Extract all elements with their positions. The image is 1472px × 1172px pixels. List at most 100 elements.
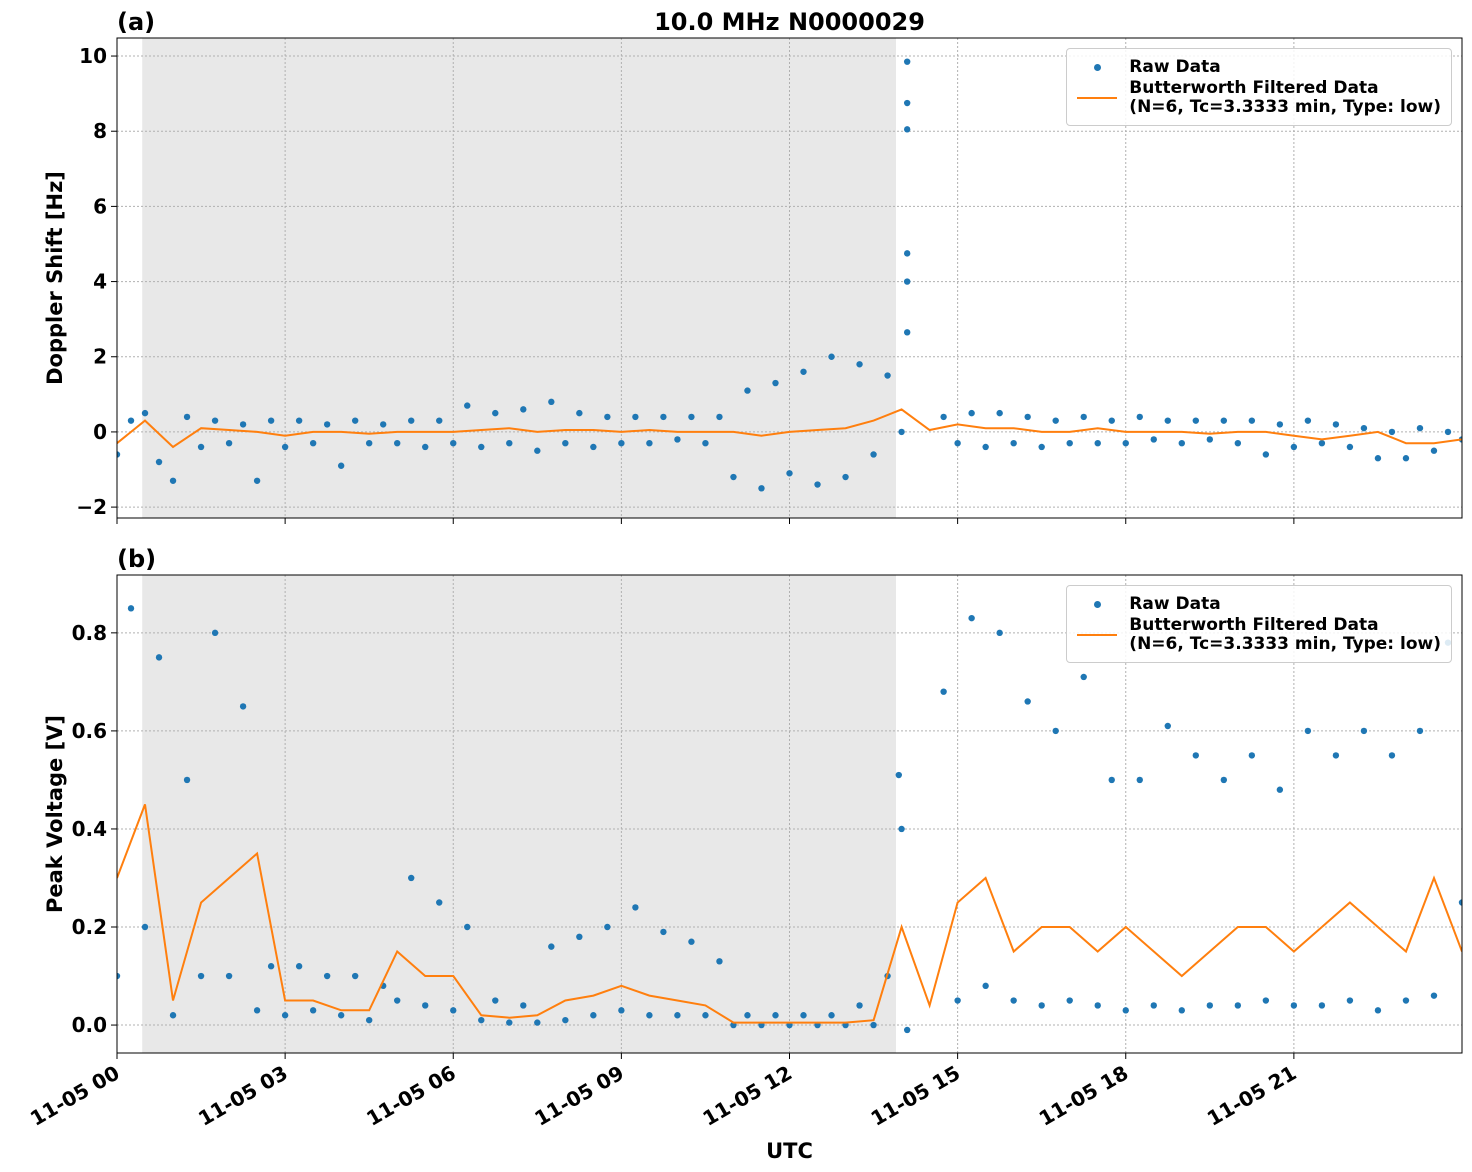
raw-point — [632, 413, 639, 421]
raw-point — [590, 1012, 597, 1019]
raw-point — [1136, 776, 1143, 784]
raw-point — [814, 481, 821, 488]
raw-point — [744, 1012, 751, 1019]
raw-point — [183, 776, 191, 784]
raw-point — [856, 1002, 863, 1009]
raw-point — [1458, 899, 1462, 906]
raw-point — [968, 614, 975, 622]
raw-point — [1416, 424, 1424, 432]
raw-point — [1192, 752, 1200, 759]
raw-point — [492, 409, 499, 417]
raw-point — [618, 439, 625, 447]
raw-point — [828, 353, 835, 360]
x-tick-label: 11-05 06 — [362, 1061, 460, 1131]
y-tick-label: 6 — [93, 194, 107, 218]
raw-point — [800, 368, 807, 375]
raw-point — [394, 997, 401, 1004]
raw-point — [1150, 1002, 1157, 1009]
raw-point — [117, 972, 121, 980]
y-tick-label: 0.4 — [72, 817, 107, 841]
y-tick-label: 4 — [93, 270, 107, 294]
x-axis-label: UTC — [766, 1139, 813, 1163]
raw-point — [744, 387, 751, 394]
shaded-span — [142, 575, 896, 1053]
raw-point — [903, 99, 911, 107]
raw-point — [870, 451, 877, 458]
raw-point — [716, 958, 723, 965]
legend-entry: Raw Data — [1077, 57, 1441, 77]
raw-point — [1150, 436, 1157, 443]
raw-point — [996, 409, 1003, 417]
raw-point — [1206, 436, 1214, 443]
legend-entry: Raw Data — [1077, 594, 1441, 614]
raw-point — [702, 1012, 709, 1019]
raw-point — [309, 439, 317, 447]
raw-point — [828, 1012, 835, 1019]
panel-label: (b) — [117, 545, 156, 573]
raw-point — [702, 439, 709, 447]
raw-point — [954, 997, 961, 1004]
x-tick-label: 11-05 03 — [194, 1061, 292, 1131]
raw-point — [183, 413, 191, 421]
y-tick-label: 10 — [79, 44, 107, 68]
raw-point — [1374, 455, 1382, 462]
raw-point — [870, 1021, 877, 1029]
raw-point — [800, 1012, 807, 1019]
raw-point — [1136, 413, 1143, 421]
raw-point — [1346, 443, 1354, 451]
raw-point — [786, 470, 793, 477]
raw-point — [940, 413, 947, 421]
raw-point — [281, 443, 289, 451]
raw-point — [534, 447, 541, 454]
raw-point — [576, 409, 583, 417]
legend-key — [1077, 594, 1117, 614]
raw-point — [1318, 439, 1326, 447]
legend-entry: Butterworth Filtered Data (N=6, Tc=3.333… — [1077, 616, 1441, 654]
raw-point — [295, 417, 303, 424]
raw-point — [688, 938, 695, 945]
raw-point — [520, 1002, 527, 1009]
raw-point — [155, 458, 163, 466]
raw-point — [1276, 786, 1284, 793]
raw-point — [618, 1007, 625, 1014]
raw-point — [1164, 722, 1171, 730]
raw-point — [968, 409, 975, 417]
raw-point — [155, 654, 163, 661]
raw-point — [1374, 1007, 1382, 1014]
raw-point — [562, 1016, 569, 1024]
raw-point — [436, 899, 443, 906]
raw-point — [408, 874, 415, 882]
y-tick-label: 2 — [93, 345, 107, 369]
raw-point — [1038, 443, 1045, 451]
raw-point — [604, 923, 611, 931]
raw-point — [1290, 1002, 1298, 1009]
raw-point — [225, 972, 233, 980]
raw-point — [1332, 421, 1340, 428]
raw-point — [1332, 752, 1340, 759]
legend-label: Raw Data — [1129, 593, 1221, 614]
legend-swatch — [1094, 64, 1102, 71]
raw-point — [903, 329, 911, 336]
raw-point — [464, 923, 471, 931]
raw-point — [996, 629, 1003, 637]
plot-area — [117, 58, 1462, 492]
raw-point — [436, 417, 443, 424]
raw-point — [1402, 997, 1410, 1004]
raw-point — [884, 372, 891, 379]
legend-label: Butterworth Filtered Data (N=6, Tc=3.333… — [1129, 615, 1441, 654]
raw-point — [898, 428, 905, 436]
raw-point — [351, 972, 359, 980]
legend: Raw Data Butterworth Filtered Data (N=6, … — [1066, 48, 1452, 126]
raw-point — [478, 443, 485, 451]
raw-point — [1178, 1007, 1185, 1014]
raw-point — [895, 771, 902, 779]
raw-point — [1346, 997, 1354, 1004]
raw-point — [590, 443, 597, 451]
raw-point — [1052, 727, 1059, 735]
raw-point — [239, 421, 247, 428]
raw-point — [506, 439, 513, 447]
raw-point — [1024, 698, 1031, 705]
raw-point — [1066, 997, 1073, 1004]
raw-point — [492, 997, 499, 1004]
